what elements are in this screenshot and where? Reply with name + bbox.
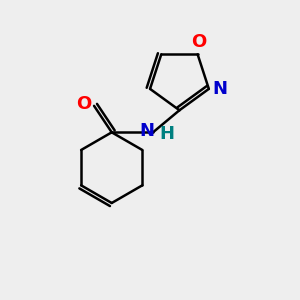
Text: O: O	[191, 33, 207, 51]
Text: H: H	[159, 125, 174, 143]
Text: O: O	[76, 95, 92, 113]
Text: N: N	[140, 122, 154, 140]
Text: N: N	[212, 80, 227, 98]
